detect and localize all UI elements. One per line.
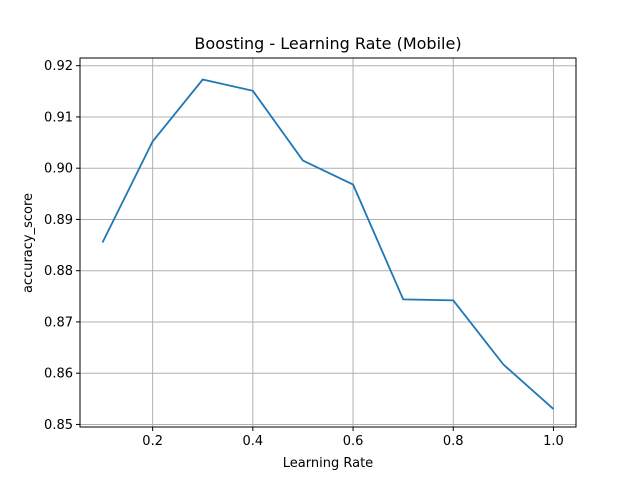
- x-tick-label: 0.8: [443, 434, 464, 449]
- x-tick-label: 0.4: [243, 434, 264, 449]
- x-tick-label: 1.0: [543, 434, 564, 449]
- tick-labels: 0.2 0.4 0.6 0.8 1.0 0.85 0.86 0.87 0.88 0.89 0.90 0…: [44, 59, 564, 449]
- y-tick-label: 0.87: [44, 315, 73, 330]
- ticks: [76, 65, 554, 431]
- y-tick-label: 0.89: [44, 213, 73, 228]
- y-tick-label: 0.86: [44, 367, 73, 382]
- y-tick-label: 0.88: [44, 264, 73, 279]
- x-axis-label: Learning Rate: [283, 456, 373, 471]
- y-axis-label: accuracy_score: [21, 193, 36, 293]
- x-tick-label: 0.2: [142, 434, 163, 449]
- chart-title: Boosting - Learning Rate (Mobile): [194, 34, 461, 53]
- y-tick-label: 0.90: [44, 162, 73, 177]
- grid-lines: [80, 58, 576, 427]
- series-line: [101, 78, 555, 410]
- x-tick-label: 0.6: [343, 434, 364, 449]
- y-tick-label: 0.92: [44, 59, 73, 74]
- y-tick-label: 0.91: [44, 110, 73, 125]
- plot-frame: [79, 57, 577, 428]
- y-tick-label: 0.85: [44, 418, 73, 433]
